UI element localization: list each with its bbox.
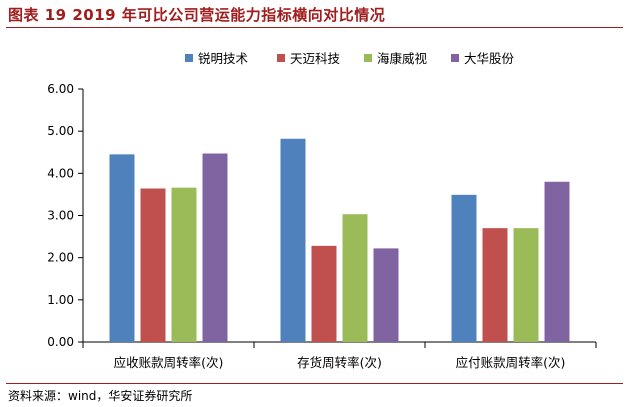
x-axis: 应收账款周转率(次) 存货周转率(次) 应付账款周转率(次) (82, 341, 597, 370)
y-tick-label: 2.00 (47, 251, 74, 265)
legend-swatch (364, 54, 372, 62)
y-tick-label: 6.00 (47, 82, 74, 96)
bar (373, 248, 399, 342)
bar (280, 138, 306, 342)
legend-label: 海康威视 (377, 51, 428, 66)
y-tick-label: 4.00 (47, 166, 74, 180)
bar (171, 187, 197, 342)
y-tick-label: 3.00 (47, 209, 74, 223)
x-category-label: 应付账款周转率(次) (456, 355, 566, 370)
legend-label: 天迈科技 (290, 51, 341, 66)
bar (140, 188, 166, 342)
bar (544, 181, 570, 342)
x-category-label: 存货周转率(次) (297, 355, 382, 370)
y-axis: 0.00 1.00 2.00 3.00 4.00 5.00 6.00 (47, 82, 84, 349)
chart-legend: 锐明技术 天迈科技 海康威视 大华股份 (185, 51, 515, 66)
y-tick-label: 1.00 (47, 293, 74, 307)
figure-title: 图表 19 2019 年可比公司营运能力指标横向对比情况 (8, 6, 386, 24)
legend-swatch (185, 54, 193, 62)
legend-label: 大华股份 (464, 51, 515, 66)
legend-label: 锐明技术 (198, 51, 249, 66)
bar (451, 194, 477, 342)
legend-swatch (277, 54, 285, 62)
bar (311, 245, 337, 342)
legend-swatch (451, 54, 459, 62)
bar (482, 228, 508, 342)
source-rule (6, 383, 623, 384)
title-rule (6, 27, 623, 28)
y-tick-label: 0.00 (47, 335, 74, 349)
bar (109, 154, 135, 342)
bars-group (109, 138, 570, 342)
x-category-label: 应收账款周转率(次) (114, 355, 224, 370)
source-note: 资料来源：wind，华安证券研究所 (8, 389, 193, 403)
y-tick-label: 5.00 (47, 124, 74, 138)
bar (513, 228, 539, 342)
bar (342, 214, 368, 342)
bar (202, 153, 228, 342)
